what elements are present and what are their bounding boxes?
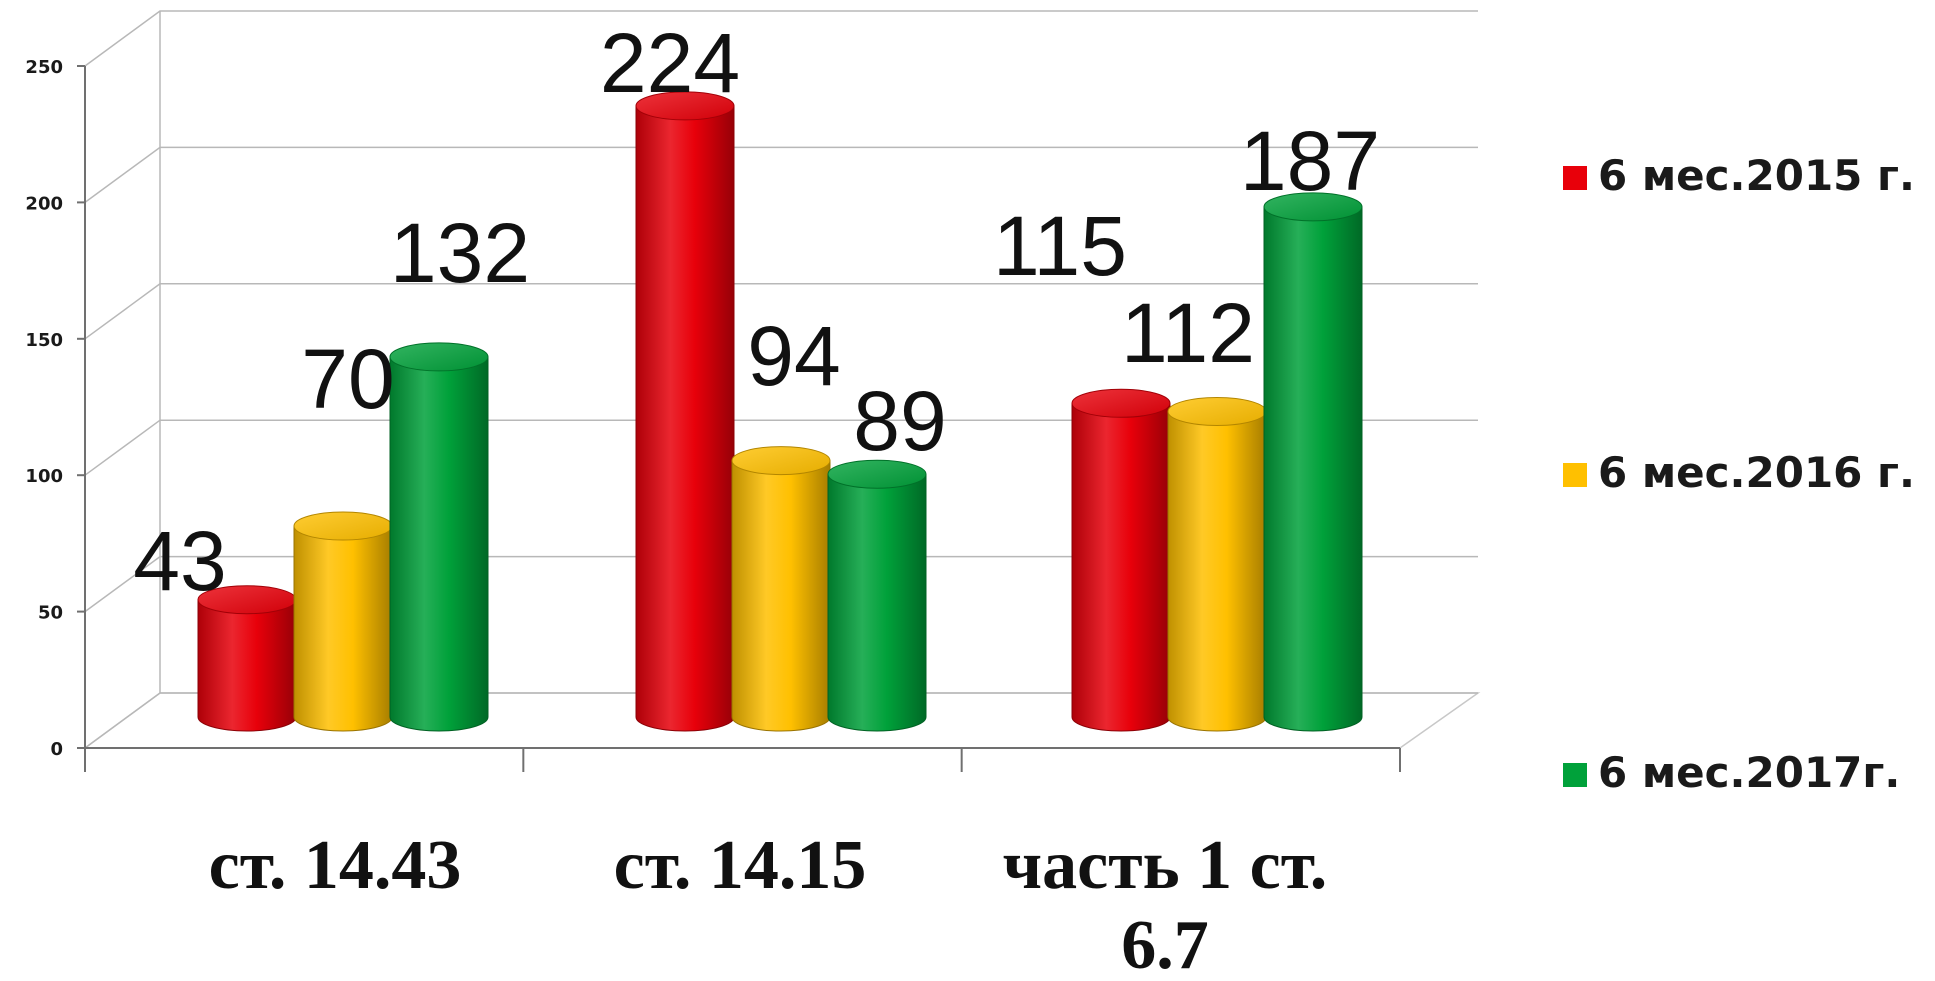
legend-label: 6 мес.2017г. [1598,748,1900,797]
legend-entry: 6 мес.2015 г. [1563,151,1915,200]
legend-swatch [1563,763,1587,787]
y-tick-label: 200 [25,193,63,214]
data-label: 115 [993,199,1127,293]
legend-entry: 6 мес.2016 г. [1563,448,1915,497]
bar-body [1071,402,1171,732]
y-tick-label: 250 [25,57,63,78]
y-tick-label: 0 [50,739,63,760]
data-label: 70 [301,332,394,426]
legend: 6 мес.2015 г. 6 мес.2016 г. 6 мес.2017г. [1563,151,1915,797]
data-label: 224 [600,16,740,110]
bar [293,511,393,732]
data-label: 43 [133,514,226,608]
bar-body [1167,410,1267,732]
bar [827,459,927,732]
bar-top [389,342,489,372]
bar-top [635,91,735,121]
y-tick-label: 150 [25,330,63,351]
legend-label: 6 мес.2015 г. [1598,151,1915,200]
chart-gridlines [84,10,1478,749]
bar-body [635,105,735,732]
bar [1167,396,1267,732]
bar-top [293,511,393,541]
bar-body [293,525,393,732]
x-tick-label: ст. 14.43 [209,827,462,904]
bar [1071,388,1171,732]
y-tick-label: 100 [25,466,63,487]
bar-body [1263,206,1363,732]
y-tick-label: 50 [38,603,63,624]
bar-top [1167,396,1267,426]
chart-bars [197,91,1363,732]
bar-top [1071,388,1171,418]
x-tick-label: часть 1 ст. 6.7 [1003,827,1328,981]
data-label: 132 [390,206,530,300]
legend-entry: 6 мес.2017г. [1563,748,1900,797]
bar-body [827,473,927,732]
bar-body [197,599,297,732]
data-label: 187 [1240,114,1380,208]
bar [1263,192,1363,732]
bar [197,585,297,732]
legend-swatch [1563,166,1587,190]
bar-body [731,460,831,732]
bar-body [389,356,489,732]
legend-swatch [1563,463,1587,487]
category-labels: ст. 14.43 ст. 14.15 часть 1 ст. 6.7 [209,827,1328,981]
bar [389,342,489,732]
bar-top [827,459,927,489]
data-label: 89 [853,374,946,468]
bar-top [731,446,831,476]
data-label: 94 [747,309,840,403]
data-label: 112 [1121,286,1255,380]
y-axis: 0 50 100 150 200 250 [25,57,1401,772]
bar [731,446,831,732]
legend-label: 6 мес.2016 г. [1598,448,1915,497]
bar-top [1263,192,1363,222]
x-tick-label: ст. 14.15 [614,827,867,904]
bar [635,91,735,732]
